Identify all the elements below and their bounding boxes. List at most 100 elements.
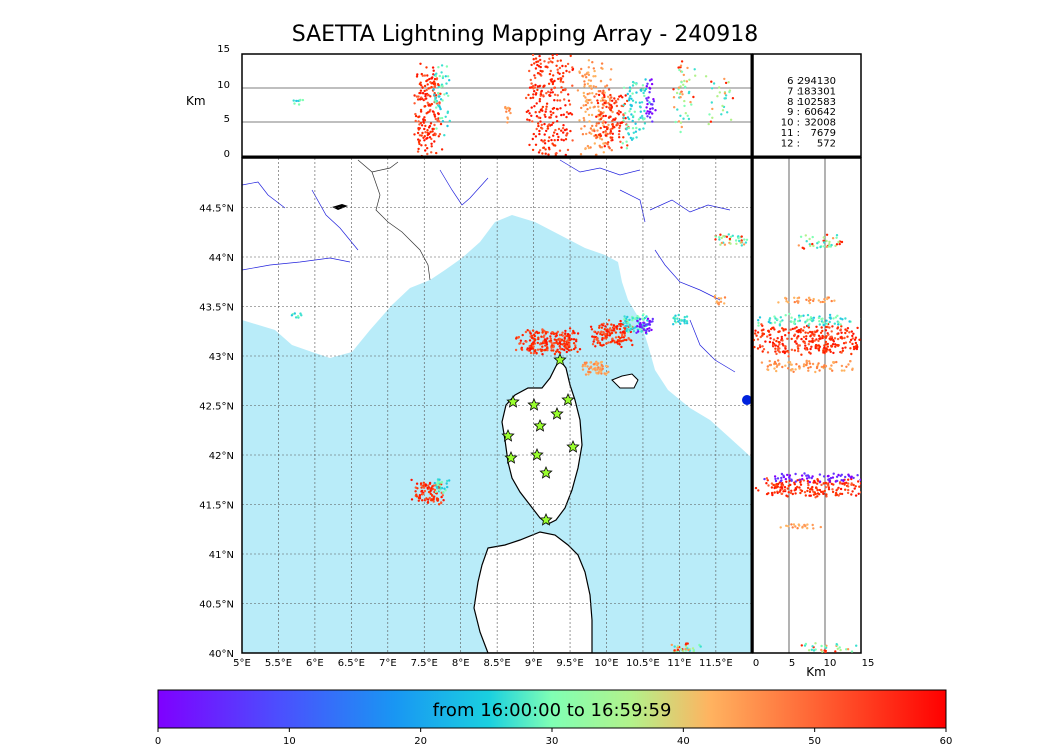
lightning-point (800, 353, 803, 356)
lightning-point (601, 338, 604, 341)
lightning-point (559, 80, 562, 83)
lightning-point (789, 328, 792, 331)
lightning-point (809, 335, 812, 338)
lightning-point (506, 106, 510, 110)
lightning-point (595, 92, 598, 96)
lightning-point (648, 116, 652, 119)
lightning-point (524, 330, 528, 334)
lightning-point (647, 323, 650, 326)
stats-line: 8 : (787, 97, 800, 108)
lightning-point (533, 350, 537, 353)
lightning-point (595, 371, 598, 375)
lightning-point (556, 94, 559, 97)
lightning-point (506, 116, 509, 119)
lightning-point (856, 326, 859, 330)
lightning-point (858, 338, 861, 341)
lightning-point (518, 342, 521, 345)
lightning-point (618, 124, 622, 128)
lightning-point (790, 489, 793, 492)
lightning-point (532, 58, 535, 61)
lightning-point (601, 103, 605, 106)
lightning-point (862, 486, 864, 488)
lightning-point (753, 345, 756, 349)
lightning-point (679, 121, 683, 124)
lightning-point (723, 92, 727, 95)
lightning-point (416, 487, 419, 490)
lightning-point (590, 132, 593, 135)
lightning-point (776, 491, 779, 495)
lightning-point (769, 327, 773, 331)
lightning-point (438, 102, 441, 105)
lightning-point (413, 102, 416, 105)
lightning-point (547, 153, 550, 156)
lightning-point (599, 370, 603, 373)
lightning-point (418, 139, 421, 142)
lightning-point (815, 325, 818, 328)
lightning-point (766, 365, 769, 368)
lightning-point (840, 240, 844, 244)
lightning-point (592, 340, 595, 343)
lightning-point (648, 101, 651, 104)
lightning-point (773, 321, 777, 324)
lightning-point (643, 321, 646, 325)
lightning-point (811, 523, 814, 527)
lightning-point (569, 54, 572, 58)
lat-tick-label: 42.5°N (199, 402, 234, 413)
lightning-point (631, 99, 635, 102)
lightning-point (546, 66, 549, 69)
lightning-point (813, 479, 816, 483)
lat-tick-label: 40.5°N (199, 600, 234, 611)
lightning-point (630, 104, 633, 108)
lightning-point (808, 362, 812, 365)
lightning-point (604, 130, 607, 133)
lightning-point (433, 115, 437, 118)
lightning-point (779, 316, 782, 319)
lightning-point (851, 368, 854, 371)
lightning-point (602, 89, 605, 93)
lightning-point (430, 137, 433, 141)
lightning-point (593, 142, 596, 145)
lightning-point (786, 487, 789, 490)
lightning-point (607, 141, 610, 144)
lightning-point (835, 234, 839, 237)
lightning-point (795, 330, 798, 333)
lightning-point (595, 122, 598, 125)
lightning-point (785, 524, 788, 527)
lightning-point (648, 110, 651, 113)
lightning-point (761, 345, 764, 348)
lightning-point (800, 337, 803, 341)
lightning-point (426, 101, 429, 105)
stats-value: 32008 (804, 118, 836, 129)
lightning-point (505, 110, 508, 113)
lightning-point (715, 301, 718, 304)
lightning-point (290, 314, 294, 317)
lightning-point (835, 243, 839, 246)
lightning-point (778, 347, 781, 350)
lightning-point (618, 136, 621, 139)
lightning-point (432, 69, 435, 72)
lightning-point (564, 329, 567, 333)
lightning-point (674, 120, 677, 124)
lightning-point (599, 367, 602, 371)
alt-axis-label: Km (186, 94, 206, 108)
lightning-point (561, 343, 564, 346)
lightning-point (531, 96, 535, 99)
lightning-point (446, 111, 449, 115)
lightning-point (415, 482, 419, 485)
lightning-point (798, 316, 801, 319)
lightning-point (781, 350, 785, 353)
lightning-point (822, 492, 825, 495)
lightning-point (836, 314, 839, 317)
lightning-point (565, 347, 569, 350)
lightning-point (784, 364, 787, 367)
lightning-point (835, 489, 838, 492)
lightning-point (826, 483, 829, 486)
lightning-point (548, 116, 551, 119)
lightning-point (787, 301, 790, 304)
lightning-point (625, 140, 628, 143)
lightning-point (598, 341, 602, 345)
lightning-point (792, 322, 796, 325)
lightning-point (423, 489, 427, 493)
lightning-point (541, 345, 544, 348)
lightning-point (559, 107, 562, 110)
